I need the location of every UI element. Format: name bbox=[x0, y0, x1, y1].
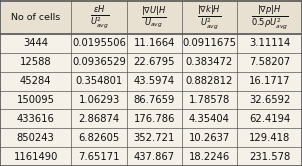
Text: 0.0911675: 0.0911675 bbox=[182, 39, 236, 48]
Text: 176.786: 176.786 bbox=[133, 114, 175, 124]
Text: 352.721: 352.721 bbox=[133, 133, 175, 143]
Text: 16.1717: 16.1717 bbox=[249, 76, 290, 86]
Text: 1.78578: 1.78578 bbox=[189, 95, 230, 105]
Text: 433616: 433616 bbox=[17, 114, 55, 124]
Text: 1.06293: 1.06293 bbox=[79, 95, 120, 105]
Text: 850243: 850243 bbox=[17, 133, 55, 143]
Text: 231.578: 231.578 bbox=[249, 152, 290, 162]
Text: $\frac{|\nabla k|H}{U_{avg}^2}$: $\frac{|\nabla k|H}{U_{avg}^2}$ bbox=[197, 4, 222, 31]
Text: 62.4194: 62.4194 bbox=[249, 114, 290, 124]
Bar bbox=[0, 1, 302, 34]
Text: 11.1664: 11.1664 bbox=[133, 39, 175, 48]
Text: 0.383472: 0.383472 bbox=[186, 57, 233, 67]
Text: 7.65171: 7.65171 bbox=[78, 152, 120, 162]
Text: 10.2637: 10.2637 bbox=[189, 133, 230, 143]
Text: 1161490: 1161490 bbox=[14, 152, 58, 162]
Text: 150095: 150095 bbox=[17, 95, 55, 105]
Text: 86.7659: 86.7659 bbox=[133, 95, 175, 105]
Text: 0.882812: 0.882812 bbox=[186, 76, 233, 86]
Text: $\frac{|\nabla p|H}{0.5\rho U_{avg}^2}$: $\frac{|\nabla p|H}{0.5\rho U_{avg}^2}$ bbox=[251, 4, 288, 31]
Text: 2.86874: 2.86874 bbox=[79, 114, 120, 124]
Text: $\frac{\epsilon H}{U_{avg}^2}$: $\frac{\epsilon H}{U_{avg}^2}$ bbox=[89, 4, 108, 31]
Text: $\frac{|\nabla U|H}{U_{avg}}$: $\frac{|\nabla U|H}{U_{avg}}$ bbox=[142, 5, 167, 30]
Text: 22.6795: 22.6795 bbox=[133, 57, 175, 67]
Text: 437.867: 437.867 bbox=[134, 152, 175, 162]
Text: 18.2246: 18.2246 bbox=[189, 152, 230, 162]
Text: 4.35404: 4.35404 bbox=[189, 114, 230, 124]
Text: 6.82605: 6.82605 bbox=[79, 133, 120, 143]
Text: 0.0195506: 0.0195506 bbox=[72, 39, 126, 48]
Text: 12588: 12588 bbox=[20, 57, 52, 67]
Text: 3444: 3444 bbox=[23, 39, 48, 48]
Text: 3.11114: 3.11114 bbox=[249, 39, 290, 48]
Text: 43.5974: 43.5974 bbox=[134, 76, 175, 86]
Text: 129.418: 129.418 bbox=[249, 133, 290, 143]
Text: 32.6592: 32.6592 bbox=[249, 95, 290, 105]
Text: 0.0936529: 0.0936529 bbox=[72, 57, 126, 67]
Text: 0.354801: 0.354801 bbox=[76, 76, 123, 86]
Text: 45284: 45284 bbox=[20, 76, 51, 86]
Text: 7.58207: 7.58207 bbox=[249, 57, 290, 67]
Text: No of cells: No of cells bbox=[11, 13, 60, 22]
